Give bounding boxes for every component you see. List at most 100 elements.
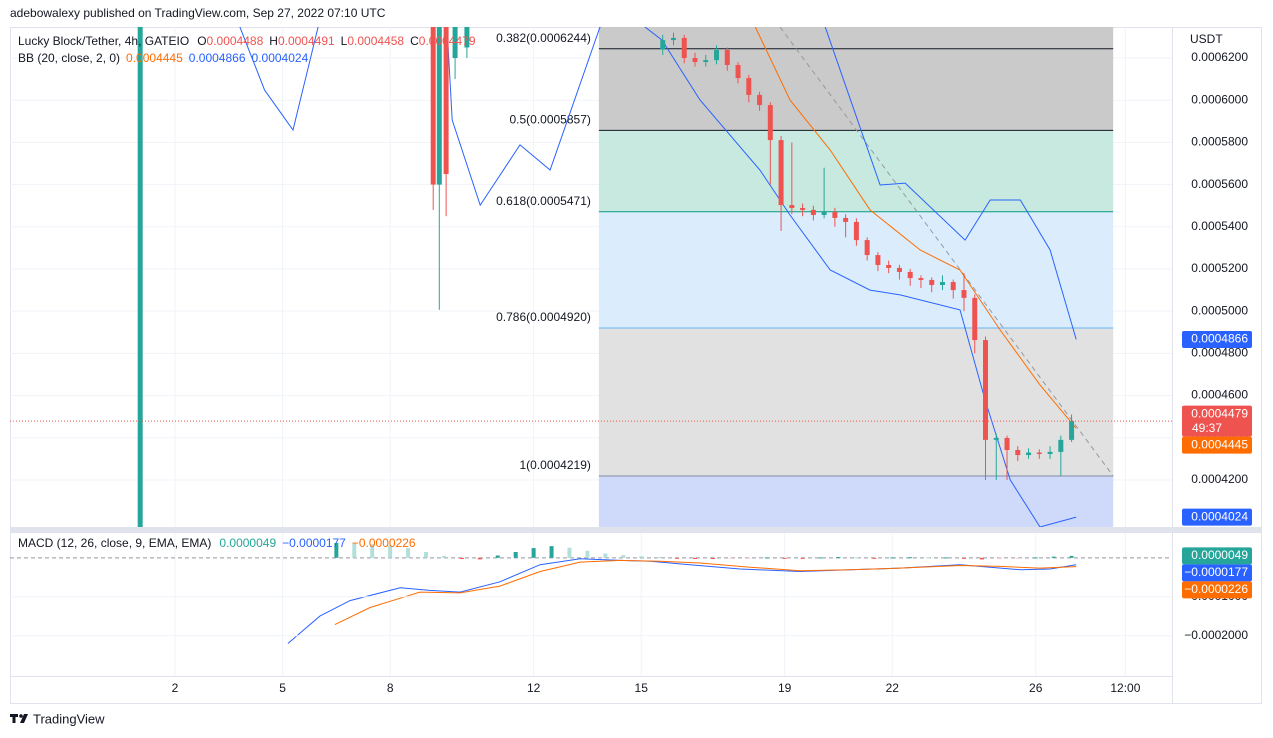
candle-body [464,27,470,48]
candle-body [443,27,449,175]
candle-body [875,255,881,265]
histogram-bar [406,548,411,558]
histogram-bar [1033,557,1038,559]
price-badge [1182,508,1252,526]
y-tick-label: 0.0004800 [1191,346,1248,360]
histogram-bar [334,543,339,558]
histogram-bar [764,557,769,559]
histogram-bar [961,557,966,559]
candle-body [929,279,935,286]
candle-body [670,37,676,41]
histogram-bar [459,557,464,559]
symbol-title: Lucky Block/Tether, 4h, GATEIO [18,34,189,48]
macd-legend: MACD (12, 26, close, 9, EMA, EMA) 0.00000… [18,536,416,550]
bollinger-line [754,27,1077,429]
macd-title: MACD (12, 26, close, 9, EMA, EMA) [18,536,211,550]
histogram-bar [495,555,500,558]
fib-zone [598,27,1114,49]
histogram-bar [370,544,375,558]
y-tick-label: −0.0002000 [1184,628,1248,642]
bollinger-line [824,27,1077,340]
price-badge-countdown: 49:37 [1192,421,1222,435]
axes: 258121519222612:000.00042000.00044000.00… [172,50,1252,695]
fib-zone [598,328,1114,476]
candle-body [735,64,741,79]
ohlc-key: H [269,34,278,48]
candle-body [886,264,892,268]
candle-body [430,27,436,185]
candle-body [832,212,838,218]
y-tick-label: 0.0005000 [1191,303,1248,317]
candle-body [843,217,849,222]
unit-label: USDT [1190,32,1223,46]
fib-label: 1(0.0004219) [519,458,590,472]
histogram-bar [549,546,554,558]
histogram-bar [908,557,913,559]
candle-body [1004,437,1010,450]
histogram-bar [926,557,931,559]
fib-label: 0.618(0.0005471) [496,194,591,208]
candle-body [907,271,913,279]
histogram-bar [836,557,841,559]
histogram-bar [513,551,518,558]
x-tick-label: 19 [778,681,792,695]
histogram-bar [979,557,984,560]
bb-title: BB (20, close, 2, 0) [18,51,120,65]
histogram-bar [424,551,429,558]
candle-body [983,340,989,440]
histogram-bar [531,548,536,558]
candle-body [137,27,143,527]
candle-body [746,78,752,95]
candle-body [714,49,720,61]
macd-value: 0.0000049 [219,536,276,550]
price-badge-label: 0.0000049 [1191,548,1248,562]
histogram-bar [800,557,805,559]
brand-logo [10,714,28,723]
price-badge [1182,405,1252,437]
price-badge-label: 0.0004024 [1191,509,1248,523]
candle-body [972,297,978,341]
macd-value: −0.0000177 [282,536,346,550]
price-badge-label: 0.0004445 [1191,437,1248,451]
candle-body [757,94,763,106]
x-tick-label: 12:00 [1110,681,1140,695]
candle-body [800,208,806,210]
logo-shape [20,714,28,723]
histogram-bar [657,557,662,559]
candle-body [853,221,859,241]
logo-shape [10,714,18,723]
ohlc-value: 0.0004479 [419,34,476,48]
y-tick-label: 0.0005200 [1191,261,1248,275]
price-badge-label: 0.0004479 [1191,406,1248,420]
candle-body [452,27,458,59]
histogram-bar [728,557,733,559]
brand-name: TradingView [33,711,105,726]
histogram-bar [477,557,482,560]
candle-body [660,40,666,50]
y-tick-label: 0.0005400 [1191,219,1248,233]
price-badge [1182,581,1252,599]
histogram-bar [818,557,823,559]
macd-value: −0.0000226 [352,536,416,550]
fib-label: 0.382(0.0006244) [496,31,591,45]
histogram-bar [1051,556,1056,558]
candle-body [778,140,784,206]
macd-line [334,559,1077,626]
bb-value: 0.0004866 [189,51,246,65]
candle-body [896,267,902,272]
candle-body [821,212,827,215]
histogram-bar [872,557,877,559]
price-badge [1182,547,1252,565]
histogram-bar [441,555,446,558]
y-tick-label: 0.0005800 [1191,135,1248,149]
ohlc-key: O [197,34,206,48]
bb-value: 0.0004024 [252,51,309,65]
histogram-bar [675,557,680,559]
histogram-bar [621,555,626,558]
trendline [779,27,1114,477]
histogram-bar [710,557,715,559]
candle-body [767,105,773,141]
candle-body [810,209,816,215]
candle-body [1069,421,1075,440]
